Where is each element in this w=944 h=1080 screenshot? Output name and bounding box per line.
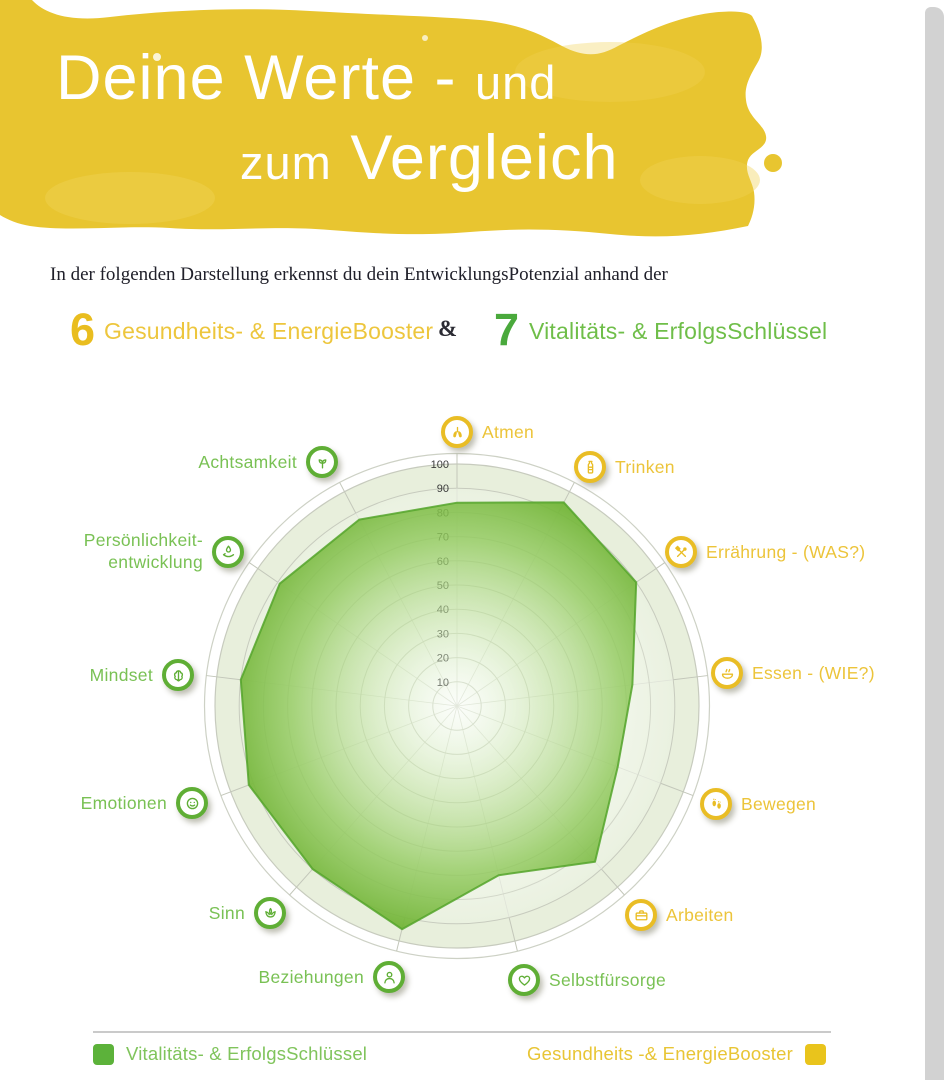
axis-label-achtsamkeit: Achtsamkeit <box>198 446 338 478</box>
brain-icon <box>173 669 183 681</box>
svg-text:70: 70 <box>437 532 449 544</box>
grid-rings <box>262 511 652 901</box>
lotus-icon <box>264 907 276 918</box>
smiley-face-icon <box>186 797 198 809</box>
svg-text:90: 90 <box>437 483 449 495</box>
yellow-legend-swatch <box>805 1043 826 1065</box>
feet-icon <box>711 798 721 809</box>
axis-label-selbstfuersorge: Selbstfürsorge <box>508 964 666 996</box>
legend-divider <box>93 1031 831 1033</box>
ampersand: & <box>438 316 458 341</box>
svg-text:60: 60 <box>437 556 449 568</box>
axis-label-bewegen: Bewegen <box>700 788 816 820</box>
booster-label: Gesundheits- & EnergieBooster <box>104 318 434 344</box>
page-edge-strip <box>925 7 944 1080</box>
axis-label-trinken: Trinken <box>574 451 675 483</box>
stats-row: 6 Gesundheits- & EnergieBooster & 7 Vita… <box>0 300 944 360</box>
chart-inner-area <box>238 487 676 925</box>
axis-label-sinn: Sinn <box>209 897 286 929</box>
axis-label-atmen: Atmen <box>441 416 534 448</box>
radial-spokes <box>206 453 708 952</box>
axis-label-essen: Essen - (WIE?) <box>711 657 875 689</box>
svg-text:80: 80 <box>437 507 449 519</box>
heart-icon <box>518 975 530 986</box>
legend-item-schluessel: Vitalitäts- & ErfolgsSchlüssel <box>93 1043 367 1065</box>
sprout-icon <box>318 458 326 468</box>
radial-tick-labels: 10 20 30 40 50 60 70 80 90 100 <box>431 459 449 689</box>
brush-stroke-header <box>0 0 782 237</box>
schluessel-count: 7 <box>494 304 520 355</box>
axis-label-ernaehrung: Errährung - (WAS?) <box>665 536 865 568</box>
svg-text:100: 100 <box>431 459 449 471</box>
svg-text:50: 50 <box>437 580 449 592</box>
svg-text:20: 20 <box>437 653 449 665</box>
svg-text:40: 40 <box>437 604 449 616</box>
data-polygon <box>239 501 638 931</box>
page-title-line1: Deine Werte - und <box>56 43 557 113</box>
booster-count: 6 <box>70 304 96 355</box>
axis-label-mindset: Mindset <box>90 659 194 691</box>
svg-text:30: 30 <box>437 628 449 640</box>
intro-text: In der folgenden Darstellung erkennst du… <box>50 264 668 285</box>
green-legend-swatch <box>93 1043 114 1065</box>
chart-outer-band <box>214 463 700 949</box>
axis-label-beziehungen: Beziehungen <box>259 961 405 993</box>
legend-item-booster: Gesundheits -& EnergieBooster <box>480 1043 826 1065</box>
axis-label-arbeiten: Arbeiten <box>625 899 734 931</box>
crossed-utensils-icon <box>674 545 687 557</box>
briefcase-icon <box>635 909 647 920</box>
axis-label-emotionen: Emotionen <box>81 787 208 819</box>
axis-label-persoenlichkeitsentwicklung: Persönlichkeit- entwicklung <box>61 530 244 574</box>
schluessel-label: Vitalitäts- & ErfolgsSchlüssel <box>529 318 828 344</box>
svg-text:10: 10 <box>437 677 449 689</box>
bowl-icon <box>721 668 733 679</box>
chart-outer-rim <box>203 452 711 960</box>
bottle-icon <box>587 460 593 474</box>
lungs-icon <box>452 426 462 437</box>
person-icon <box>383 971 395 983</box>
hand-drop-icon <box>222 545 234 558</box>
page-title-line2: zum Vergleich <box>240 123 619 193</box>
